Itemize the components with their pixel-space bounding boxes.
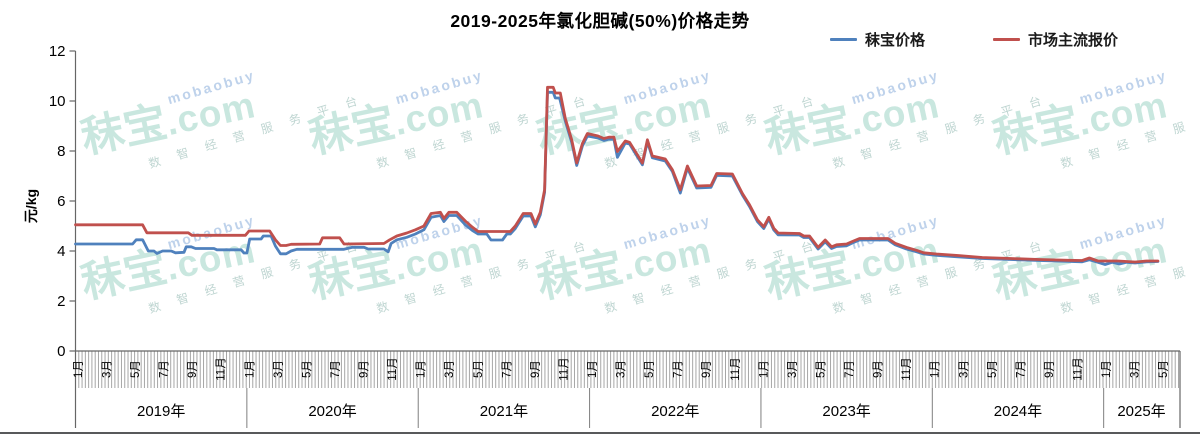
- x-month-label: 11月: [558, 357, 570, 380]
- x-month-label: 1月: [244, 360, 256, 378]
- bottom-border-line: [0, 432, 1200, 434]
- y-tick-label: 10: [49, 93, 66, 110]
- x-month-label: 5月: [130, 360, 142, 378]
- x-month-label: 3月: [787, 360, 799, 378]
- x-month-label: 5月: [1158, 360, 1170, 378]
- x-month-label: 9月: [701, 360, 713, 378]
- market-price-line-swatch: [993, 37, 1020, 42]
- x-month-label: 1月: [758, 360, 770, 378]
- x-month-label: 5月: [473, 360, 485, 378]
- x-month-label: 5月: [987, 360, 999, 378]
- x-month-label: 7月: [159, 360, 171, 378]
- x-month-label: 3月: [101, 360, 113, 378]
- x-month-label: 11月: [730, 357, 742, 380]
- x-month-label: 1月: [587, 360, 599, 378]
- legend-label-market-price: 市场主流报价: [1028, 32, 1119, 49]
- legend-item-market-price: 市场主流报价: [993, 29, 1118, 50]
- x-month-label: 11月: [216, 357, 228, 380]
- y-tick-label: 12: [49, 43, 66, 60]
- x-month-label: 5月: [301, 360, 313, 378]
- x-month-label: 9月: [873, 360, 885, 378]
- x-month-label: 1月: [1101, 360, 1113, 378]
- x-year-label: 2019年: [137, 403, 185, 420]
- legend-item-mobao-price: 秣宝价格: [830, 29, 925, 50]
- y-tick-label: 4: [57, 243, 65, 260]
- x-month-label: 1月: [73, 360, 85, 378]
- x-month-label: 9月: [530, 360, 542, 378]
- x-month-label: 5月: [644, 360, 656, 378]
- x-month-label: 11月: [1073, 357, 1085, 380]
- y-tick-label: 0: [57, 343, 65, 360]
- y-tick-label: 6: [57, 193, 65, 210]
- x-year-label: 2022年: [651, 403, 699, 420]
- x-month-label: 7月: [501, 360, 513, 378]
- x-month-label: 7月: [673, 360, 685, 378]
- x-month-label: 7月: [330, 360, 342, 378]
- x-month-label: 3月: [273, 360, 285, 378]
- market-price-line: [74, 85, 1160, 264]
- x-year-label: 2020年: [308, 403, 356, 420]
- x-month-label: 9月: [359, 360, 371, 378]
- x-month-label: 9月: [1044, 360, 1056, 378]
- x-year-label: 2024年: [994, 403, 1042, 420]
- legend-label-mobao-price: 秣宝价格: [865, 32, 926, 49]
- mobao-price-line-swatch: [830, 37, 857, 42]
- x-month-label: 3月: [1130, 360, 1142, 378]
- y-tick-label: 8: [57, 143, 65, 160]
- x-month-label: 11月: [901, 357, 913, 380]
- x-month-label: 3月: [958, 360, 970, 378]
- x-year-label: 2023年: [822, 403, 870, 420]
- y-tick-label: 2: [57, 293, 65, 310]
- x-month-label: 1月: [930, 360, 942, 378]
- x-month-label: 11月: [387, 357, 399, 380]
- x-month-label: 3月: [616, 360, 628, 378]
- x-year-label: 2021年: [480, 403, 528, 420]
- axis-lines: [74, 51, 1181, 428]
- x-month-label: 9月: [187, 360, 199, 378]
- x-month-label: 7月: [844, 360, 856, 378]
- legend: 秣宝价格 市场主流报价: [0, 29, 1200, 50]
- x-month-label: 5月: [815, 360, 827, 378]
- x-month-label: 7月: [1015, 360, 1027, 378]
- mobao-price-line: [74, 90, 1160, 266]
- x-year-label: 2025年: [1117, 403, 1165, 420]
- chart-title: 2019-2025年氯化胆碱(50%)价格走势: [450, 11, 750, 31]
- x-month-label: 1月: [416, 360, 428, 378]
- x-month-label: 3月: [444, 360, 456, 378]
